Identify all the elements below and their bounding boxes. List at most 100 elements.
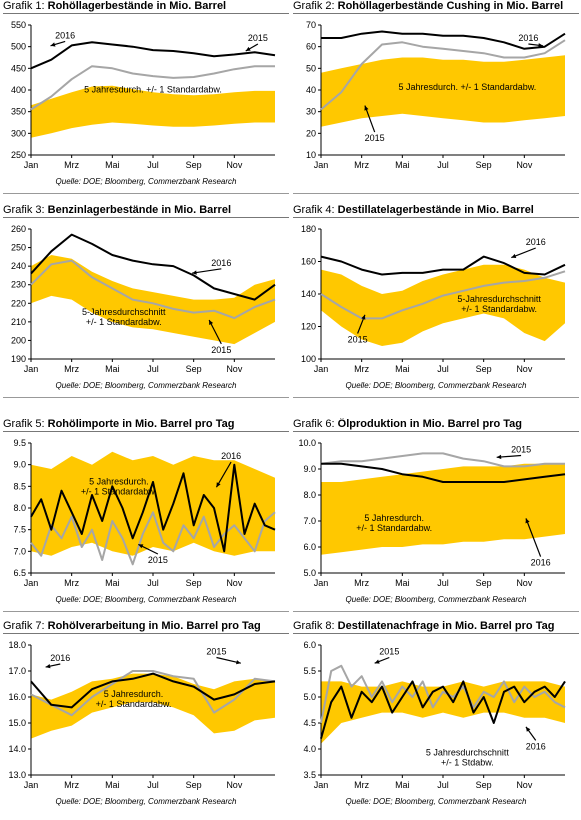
source-note: Quelle: DOE; Bloomberg, Commerzbank Rese… (345, 797, 527, 806)
chart-title: Grafik 3: Benzinlagerbestände in Mio. Ba… (3, 204, 289, 218)
annotation-arrowhead (538, 43, 543, 48)
y-tick-label: 4.5 (303, 718, 316, 728)
annotation-arrow (191, 268, 222, 274)
y-tick-label: 8.5 (13, 481, 26, 491)
x-tick-label: Sep (476, 160, 492, 170)
series-line-2016 (30, 672, 276, 709)
series-label-2015: 2015 (365, 133, 385, 143)
title-rule (3, 431, 289, 432)
x-tick-label: Mrz (64, 160, 79, 170)
figure-prefix: Grafik 2: (293, 0, 335, 12)
series-line-2016 (321, 30, 566, 50)
x-tick-label: Sep (476, 578, 492, 588)
chart-panel-8: Grafik 8: Destillatenachfrage in Mio. Ba… (293, 620, 579, 820)
band-area (31, 255, 275, 345)
chart-panel-2: Grafik 2: Rohöllagerbestände Cushing in … (293, 0, 579, 200)
x-tick-label: Mai (395, 578, 410, 588)
chart-title: Grafik 2: Rohöllagerbestände Cushing in … (293, 0, 579, 14)
y-tick-label: 4.0 (303, 744, 316, 754)
figure-prefix: Grafik 8: (293, 620, 335, 632)
x-tick-label: Sep (476, 364, 492, 374)
x-tick-label: Sep (186, 364, 202, 374)
series-label-2015: 2015 (379, 647, 399, 657)
band-label: 5 Jahresdurch. (104, 689, 164, 699)
title-text: Rohöllagerbestände Cushing in Mio. Barre… (337, 0, 564, 12)
annotation-arrowhead (364, 105, 369, 111)
band-label: +/- 1 Standardabw. (81, 487, 157, 497)
band-label: +/- 1 Standardabw. (86, 317, 162, 327)
y-tick-label: 6.0 (303, 542, 316, 552)
y-tick-label: 5.5 (303, 666, 316, 676)
y-tick-label: 500 (11, 42, 26, 52)
x-tick-label: Jan (24, 364, 39, 374)
annotation-arrowhead (526, 726, 531, 732)
x-tick-label: Mrz (64, 780, 79, 790)
x-tick-label: Nov (516, 160, 533, 170)
annotation-arrowhead (361, 314, 366, 320)
series-label-2016: 2016 (221, 451, 241, 461)
series-label-2016: 2016 (526, 237, 546, 247)
x-tick-label: Nov (516, 364, 533, 374)
y-tick-label: 450 (11, 63, 26, 73)
figure-prefix: Grafik 4: (293, 204, 335, 216)
y-tick-label: 17.0 (8, 666, 26, 676)
series-line-2016 (321, 462, 566, 483)
series-line-2016 (30, 233, 276, 301)
y-tick-label: 160 (301, 257, 316, 267)
y-tick-label: 210 (11, 317, 26, 327)
title-rule (3, 217, 289, 218)
y-tick-label: 60 (306, 42, 316, 52)
x-tick-label: Mai (105, 364, 120, 374)
figure-prefix: Grafik 6: (293, 418, 335, 430)
y-tick-label: 250 (11, 243, 26, 253)
figure-prefix: Grafik 1: (3, 0, 45, 12)
chart-title: Grafik 7: Rohölverarbeitung in Mio. Barr… (3, 620, 289, 634)
band-label: +/- 1 Stdabw. (441, 758, 494, 768)
y-tick-label: 6.5 (13, 568, 26, 578)
bottom-rule (3, 193, 289, 194)
band-label: +/- 1 Standardabw. (461, 304, 537, 314)
x-tick-label: Mrz (64, 578, 79, 588)
x-tick-label: Jan (314, 160, 329, 170)
y-tick-label: 100 (301, 354, 316, 364)
y-tick-label: 230 (11, 280, 26, 290)
y-tick-label: 220 (11, 298, 26, 308)
chart-panel-5: Grafik 5: Rohölimporte in Mio. Barrel pr… (3, 418, 289, 618)
series-line-2016 (30, 41, 276, 70)
band-area (321, 55, 565, 127)
series-line-2015 (320, 664, 566, 724)
band-label: 5 Jahresdurch. (89, 477, 149, 487)
annotation-arrowhead (216, 482, 221, 488)
y-tick-label: 200 (11, 335, 26, 345)
y-tick-label: 260 (11, 224, 26, 234)
title-text: Rohöllagerbestände in Mio. Barrel (47, 0, 227, 12)
x-tick-label: Sep (186, 578, 202, 588)
figure-prefix: Grafik 3: (3, 204, 45, 216)
annotation-arrowhead (496, 454, 502, 460)
x-tick-label: Jan (24, 160, 39, 170)
x-tick-label: Mai (395, 364, 410, 374)
title-text: Benzinlagerbestände in Mio. Barrel (47, 204, 232, 216)
chart-title: Grafik 1: Rohöllagerbestände in Mio. Bar… (3, 0, 289, 14)
title-rule (293, 13, 579, 14)
chart-svg: 10 20 30 40 50 60 70 Jan Mrz Mai Jul Sep Nov 2016 2015… (306, 20, 566, 170)
title-text: Ölproduktion in Mio. Barrel pro Tag (337, 418, 522, 430)
bottom-rule (293, 397, 579, 398)
y-tick-label: 3.5 (303, 770, 316, 780)
title-rule (293, 431, 579, 432)
series-line-2015 (30, 259, 276, 320)
annotation-arrowhead (50, 42, 56, 47)
x-tick-label: Nov (516, 780, 533, 790)
y-tick-label: 190 (11, 354, 26, 364)
chart-panel-4: Grafik 4: Destillatelagerbestände in Mio… (293, 204, 579, 404)
x-tick-label: Nov (226, 578, 243, 588)
series-label-2016: 2016 (211, 258, 231, 268)
y-tick-label: 350 (11, 107, 26, 117)
band-label: 5 Jahresdurch. +/- 1 Standardabw. (84, 85, 222, 95)
series-line-2015 (320, 452, 565, 468)
y-tick-label: 40 (306, 85, 316, 95)
annotation-arrowhead (245, 46, 251, 51)
x-tick-label: Jul (147, 578, 159, 588)
annotation-arrowhead (209, 320, 214, 325)
bottom-rule (293, 611, 579, 612)
